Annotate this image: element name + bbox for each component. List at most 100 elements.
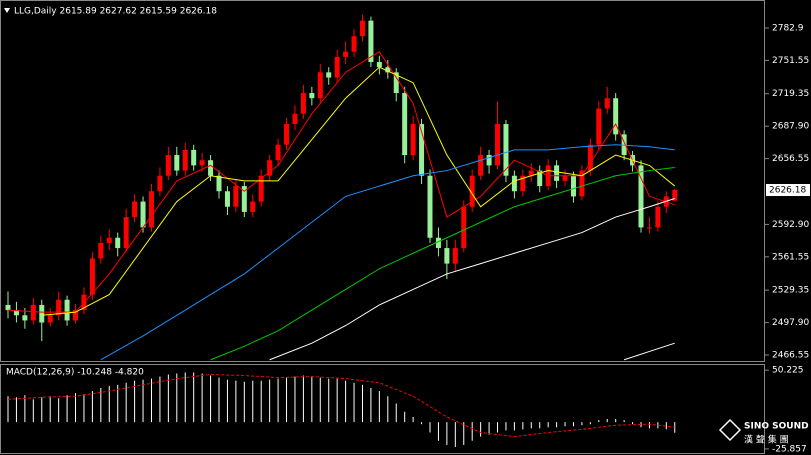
moving-average — [7, 51, 675, 313]
candle-body — [402, 93, 408, 156]
candle-body — [224, 191, 230, 207]
candle-body — [511, 175, 517, 192]
candle-body — [208, 160, 214, 176]
logo-name: SINO SOUND — [744, 422, 809, 432]
candle-body — [326, 72, 332, 78]
candle-body — [554, 165, 560, 181]
candle-body — [123, 217, 129, 249]
candle-body — [30, 304, 36, 321]
y-tick-label: 2687.90 — [772, 122, 809, 132]
moving-average — [623, 342, 675, 361]
candle-body — [233, 186, 239, 207]
y-tick-label: 2592.90 — [772, 220, 809, 230]
candle-body — [89, 258, 95, 295]
candle-body — [452, 248, 458, 264]
logo-icon — [718, 418, 742, 442]
candle-body — [115, 237, 121, 249]
candle-body — [284, 124, 290, 145]
candle-body — [309, 93, 315, 99]
candle-body — [520, 175, 526, 192]
candle-body — [461, 206, 467, 249]
menu-arrow — [4, 8, 10, 13]
candle-body — [275, 144, 281, 161]
candle-body — [98, 242, 104, 259]
candle-body — [486, 155, 492, 166]
candle-body — [427, 175, 433, 238]
candle-body — [638, 165, 644, 228]
candle-body — [368, 20, 374, 63]
candle-body — [5, 304, 11, 311]
candle-body — [64, 299, 70, 321]
candle-body — [351, 36, 357, 52]
candle-body — [13, 310, 19, 316]
candle-body — [587, 144, 593, 171]
candle-body — [157, 175, 163, 192]
logo-subtitle: 漢 聲 集 團 — [744, 434, 789, 446]
y-tick-label: 2751.55 — [772, 56, 809, 66]
moving-average — [269, 197, 675, 361]
last-price-label: 2626.18 — [769, 186, 806, 196]
candle-body — [47, 315, 53, 323]
candle-body — [410, 124, 416, 156]
candle-body — [655, 206, 661, 228]
candle-body — [562, 175, 568, 181]
y-tick-label: 2782.9 — [772, 24, 804, 34]
candle-body — [359, 20, 365, 37]
candle-body — [469, 175, 475, 207]
candle-body — [39, 304, 45, 323]
candle-body — [216, 175, 222, 192]
candle-body — [300, 93, 306, 114]
candle-body — [419, 124, 425, 176]
candle-body — [334, 56, 340, 78]
candle-body — [258, 175, 264, 202]
macd-y-tick-label: 50.225 — [772, 366, 804, 376]
candle-body — [199, 160, 205, 166]
candle-body — [267, 160, 273, 176]
candle-body — [106, 237, 112, 243]
macd-label: MACD(12,26,9) -10.248 -4.820 — [6, 368, 144, 378]
candle-body — [393, 72, 399, 94]
candle-body — [56, 299, 62, 316]
macd-signal — [7, 373, 675, 438]
candle-body — [604, 98, 610, 109]
chart-header: LLG,Daily 2615.89 2627.62 2615.59 2626.1… — [14, 7, 217, 17]
candle-body — [191, 149, 197, 166]
candle-body — [646, 227, 652, 229]
y-tick-label: 2497.90 — [772, 318, 809, 328]
candle-body — [22, 315, 28, 321]
last-price-box — [766, 184, 810, 197]
candle-body — [343, 51, 349, 57]
candle-body — [444, 248, 450, 264]
macd-panel-frame — [0, 364, 765, 454]
candle-body — [250, 201, 256, 212]
candle-body — [570, 175, 576, 197]
candle-body — [621, 134, 627, 156]
logo: SINO SOUND 漢 聲 集 團 — [718, 418, 809, 446]
candle-body — [140, 201, 146, 228]
main-panel-frame — [0, 0, 765, 362]
candle-body — [495, 124, 501, 166]
candle-body — [596, 108, 602, 145]
candle-body — [174, 155, 180, 171]
candle-body — [528, 170, 534, 176]
candle-body — [376, 62, 382, 68]
candle-body — [435, 237, 441, 249]
candle-body — [579, 170, 585, 197]
candle-body — [148, 191, 154, 228]
candle-body — [182, 149, 188, 171]
moving-average — [210, 166, 675, 361]
candle-body — [537, 170, 543, 187]
y-tick-label: 2466.55 — [772, 351, 809, 361]
candle-body — [503, 124, 509, 176]
candle-body — [672, 190, 678, 201]
macd-y-tick-label: -25.857 — [772, 444, 807, 454]
y-tick-label: 2719.35 — [772, 89, 809, 99]
y-tick-label: 2561.55 — [772, 252, 809, 262]
moving-average — [41, 66, 676, 316]
candle-body — [478, 155, 484, 176]
candle-body — [317, 72, 323, 99]
y-tick-label: 2529.35 — [772, 286, 809, 296]
moving-average — [100, 144, 675, 361]
